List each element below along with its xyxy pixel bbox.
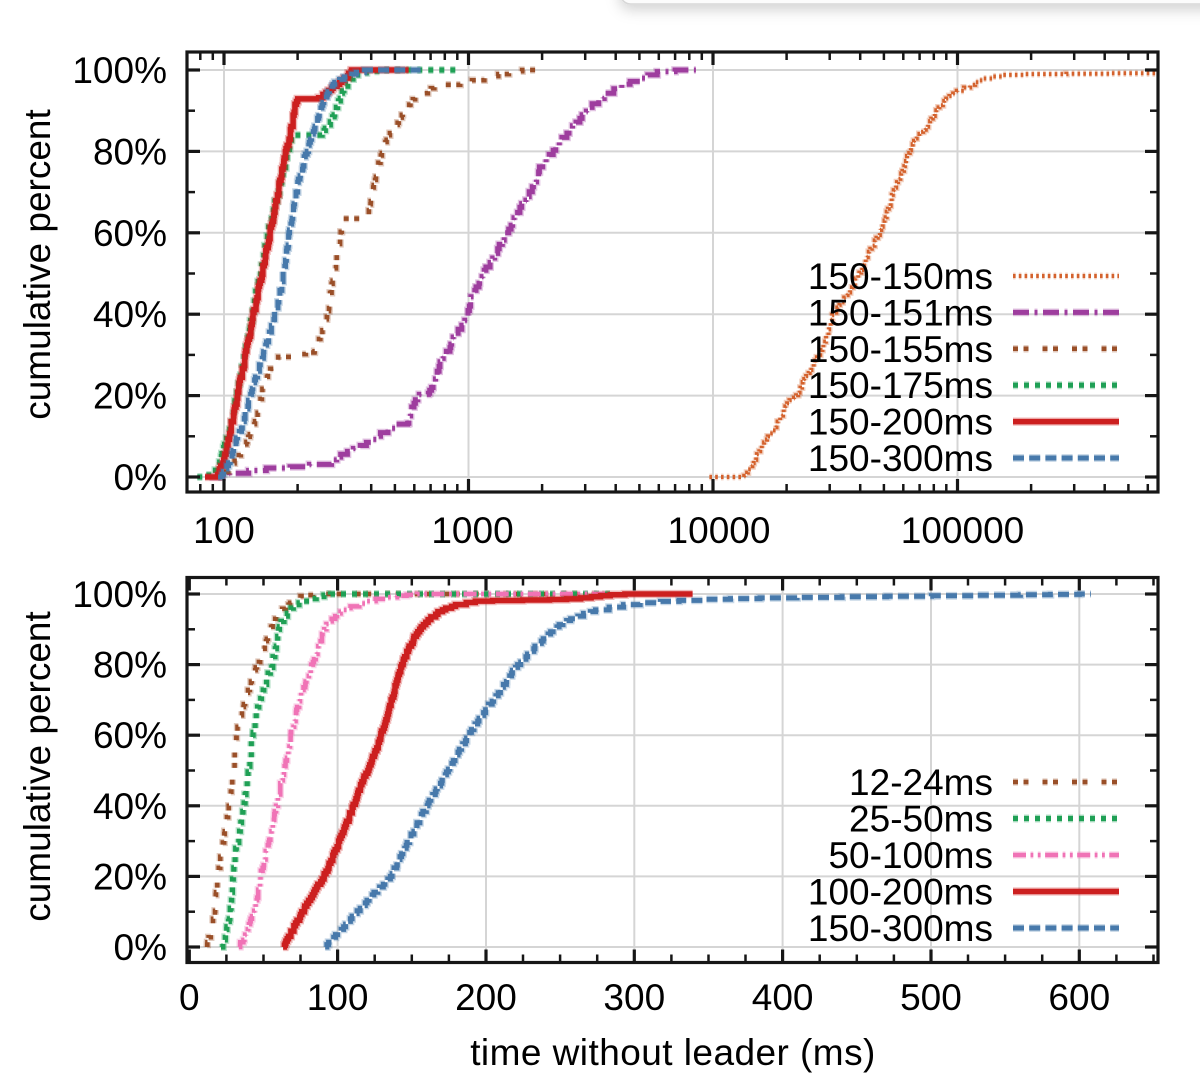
svg-text:50-100ms: 50-100ms: [828, 835, 993, 876]
svg-text:150-151ms: 150-151ms: [808, 292, 993, 333]
svg-text:300: 300: [603, 977, 665, 1018]
svg-text:150-175ms: 150-175ms: [808, 365, 993, 406]
svg-text:0%: 0%: [114, 927, 167, 968]
svg-text:100: 100: [193, 510, 255, 551]
svg-text:150-300ms: 150-300ms: [808, 438, 993, 479]
svg-text:20%: 20%: [93, 376, 167, 417]
svg-text:150-200ms: 150-200ms: [808, 402, 993, 443]
svg-text:0: 0: [179, 977, 200, 1018]
svg-text:150-155ms: 150-155ms: [808, 329, 993, 370]
svg-text:25-50ms: 25-50ms: [849, 799, 993, 840]
svg-text:80%: 80%: [93, 645, 167, 686]
svg-text:100%: 100%: [72, 50, 167, 91]
svg-text:80%: 80%: [93, 131, 167, 172]
svg-text:150-150ms: 150-150ms: [808, 256, 993, 297]
svg-text:1000: 1000: [431, 510, 513, 551]
svg-text:500: 500: [900, 977, 962, 1018]
svg-text:cumulative percent: cumulative percent: [17, 109, 58, 420]
svg-text:60%: 60%: [93, 213, 167, 254]
svg-text:60%: 60%: [93, 715, 167, 756]
svg-text:100-200ms: 100-200ms: [808, 872, 993, 913]
svg-text:40%: 40%: [93, 786, 167, 827]
svg-text:10000: 10000: [668, 510, 771, 551]
svg-text:time without leader (ms): time without leader (ms): [470, 1032, 876, 1073]
svg-text:100%: 100%: [72, 574, 167, 615]
svg-text:40%: 40%: [93, 294, 167, 335]
svg-text:cumulative percent: cumulative percent: [17, 611, 58, 922]
svg-text:12-24ms: 12-24ms: [849, 762, 993, 803]
svg-text:0%: 0%: [114, 457, 167, 498]
svg-text:100: 100: [307, 977, 369, 1018]
svg-text:100000: 100000: [901, 510, 1024, 551]
svg-text:200: 200: [455, 977, 517, 1018]
svg-text:20%: 20%: [93, 856, 167, 897]
svg-text:600: 600: [1048, 977, 1110, 1018]
svg-text:400: 400: [752, 977, 814, 1018]
svg-text:150-300ms: 150-300ms: [808, 908, 993, 949]
